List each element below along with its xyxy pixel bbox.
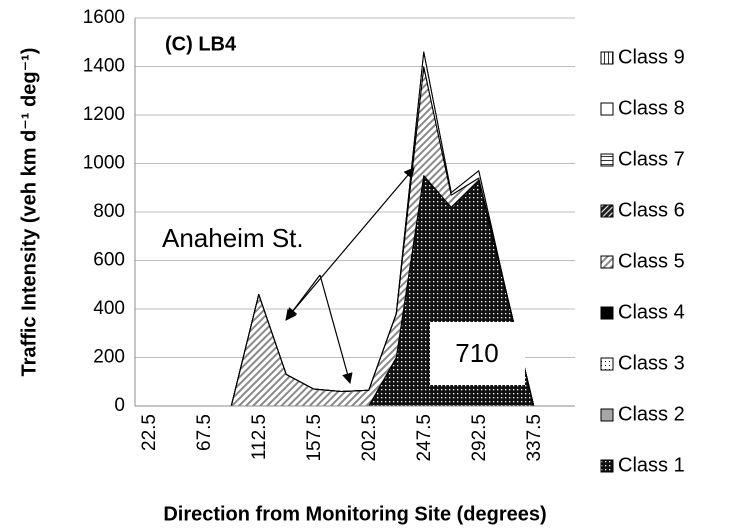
legend-label: Class 4	[618, 301, 685, 323]
legend-swatch	[600, 255, 614, 269]
y-axis-label: Traffic Intensity (veh km d⁻¹ deg⁻¹)	[18, 48, 40, 377]
annotation: Anaheim St.	[162, 223, 304, 253]
legend-label: Class 2	[618, 403, 685, 425]
annotations: Anaheim St. 710	[162, 167, 525, 385]
legend-swatch	[600, 204, 614, 218]
legend-swatch	[600, 153, 614, 167]
legend-swatch	[600, 51, 614, 65]
legend-swatch	[600, 357, 614, 371]
y-tick-label: 800	[93, 201, 125, 222]
y-tick-label: 1600	[83, 7, 125, 28]
legend-label: Class 6	[618, 199, 685, 221]
x-tick-label: 337.5	[524, 414, 545, 462]
legend-swatch	[600, 306, 614, 320]
x-tick-label: 67.5	[194, 414, 215, 451]
y-tick-label: 1200	[83, 104, 125, 125]
legend-label: Class 5	[618, 250, 685, 272]
annotation: 710	[455, 338, 498, 368]
legend-swatch	[600, 408, 614, 422]
x-tick-label: 22.5	[139, 414, 160, 451]
y-tick-label: 1400	[83, 56, 125, 77]
y-tick-label: 1000	[83, 153, 125, 174]
x-tick-label: 112.5	[249, 414, 270, 460]
legend-label: Class 9	[618, 46, 685, 68]
legend-label: Class 8	[618, 97, 685, 119]
x-axis-label: Direction from Monitoring Site (degrees)	[163, 503, 546, 525]
legend-label: Class 1	[618, 454, 685, 476]
x-tick-label: 292.5	[469, 414, 490, 462]
x-tick-label: 202.5	[359, 414, 380, 462]
x-tick-label: 157.5	[304, 414, 325, 462]
arrow	[319, 274, 353, 385]
legend-label: Class 7	[618, 148, 685, 170]
legend: Class 9 Class 8 Class 7 Class 6 Class 5 Class…	[600, 46, 685, 476]
y-tick-label: 200	[93, 347, 125, 368]
annotation-box	[430, 322, 525, 385]
legend-swatch	[600, 102, 614, 116]
y-tick-label: 600	[93, 250, 125, 271]
arrow	[286, 167, 415, 319]
chart-title: (C) LB4	[165, 33, 237, 55]
legend-label: Class 3	[618, 352, 685, 374]
plot-area: 0 200 400 600 800 1000 1200 1400 1600 22.5 67.5 112…	[83, 7, 575, 462]
y-tick-label: 400	[93, 298, 125, 319]
legend-swatch	[600, 459, 614, 473]
x-tick-label: 247.5	[414, 414, 435, 462]
y-tick-label: 0	[114, 395, 125, 416]
